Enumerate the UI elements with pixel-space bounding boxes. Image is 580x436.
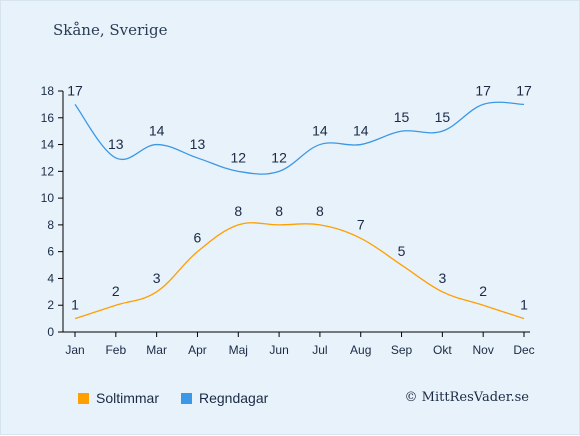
- data-label-regndagar: 13: [190, 136, 206, 152]
- data-label-regndagar: 15: [435, 109, 451, 125]
- x-tick-label: Aug: [350, 343, 371, 357]
- x-tick-label: Nov: [473, 343, 494, 357]
- y-tick-label: 6: [47, 245, 54, 259]
- chart-title: Skåne, Sverige: [53, 21, 168, 39]
- y-tick-label: 14: [41, 138, 55, 152]
- data-label-regndagar: 14: [353, 123, 369, 139]
- data-label-regndagar: 17: [475, 82, 491, 98]
- data-label-soltimmar: 5: [398, 243, 406, 259]
- credit-text: © MittResVader.se: [404, 390, 529, 405]
- y-tick-label: 2: [47, 298, 54, 312]
- x-tick-label: Jun: [269, 343, 288, 357]
- legend-item-soltimmar: Soltimmar: [78, 390, 159, 406]
- x-tick-label: Feb: [105, 343, 126, 357]
- data-label-regndagar: 13: [108, 136, 124, 152]
- legend-label-regndagar: Regndagar: [199, 390, 269, 406]
- x-tick-label: Jul: [312, 343, 327, 357]
- data-label-soltimmar: 1: [520, 297, 528, 313]
- data-label-regndagar: 17: [516, 82, 532, 98]
- data-label-soltimmar: 2: [112, 283, 120, 299]
- legend-label-soltimmar: Soltimmar: [96, 390, 160, 406]
- data-label-soltimmar: 6: [194, 230, 202, 246]
- legend-item-regndagar: Regndagar: [181, 390, 268, 406]
- series-line-regndagar: [74, 101, 525, 175]
- data-label-soltimmar: 8: [234, 203, 242, 219]
- data-label-soltimmar: 7: [357, 216, 365, 232]
- x-tick-label: Maj: [229, 343, 248, 357]
- data-label-soltimmar: 3: [438, 270, 446, 286]
- legend-swatch-soltimmar: [78, 392, 89, 404]
- data-label-soltimmar: 8: [275, 203, 283, 219]
- x-tick-label: Apr: [188, 343, 207, 357]
- y-tick-label: 0: [47, 325, 54, 339]
- y-tick-label: 10: [41, 191, 55, 205]
- y-tick-label: 16: [41, 111, 55, 125]
- x-tick-label: Jan: [65, 343, 84, 357]
- y-tick-label: 18: [41, 84, 55, 98]
- data-label-soltimmar: 8: [316, 203, 324, 219]
- x-tick-label: Sep: [391, 343, 413, 357]
- data-label-regndagar: 14: [312, 123, 328, 139]
- x-tick-label: Dec: [513, 343, 534, 357]
- data-label-regndagar: 12: [271, 149, 287, 165]
- series-line-soltimmar: [74, 222, 525, 320]
- y-tick-label: 12: [41, 164, 55, 178]
- data-label-soltimmar: 2: [479, 283, 487, 299]
- y-tick-label: 8: [47, 218, 54, 232]
- data-label-regndagar: 15: [394, 109, 410, 125]
- data-label-regndagar: 14: [149, 123, 165, 139]
- data-label-soltimmar: 3: [153, 270, 161, 286]
- data-label-regndagar: 17: [67, 82, 83, 98]
- legend-swatch-regndagar: [181, 392, 192, 404]
- y-tick-label: 4: [47, 271, 54, 285]
- x-tick-label: Okt: [433, 343, 452, 357]
- data-label-regndagar: 12: [230, 149, 246, 165]
- x-tick-label: Mar: [146, 343, 167, 357]
- data-label-soltimmar: 1: [71, 297, 79, 313]
